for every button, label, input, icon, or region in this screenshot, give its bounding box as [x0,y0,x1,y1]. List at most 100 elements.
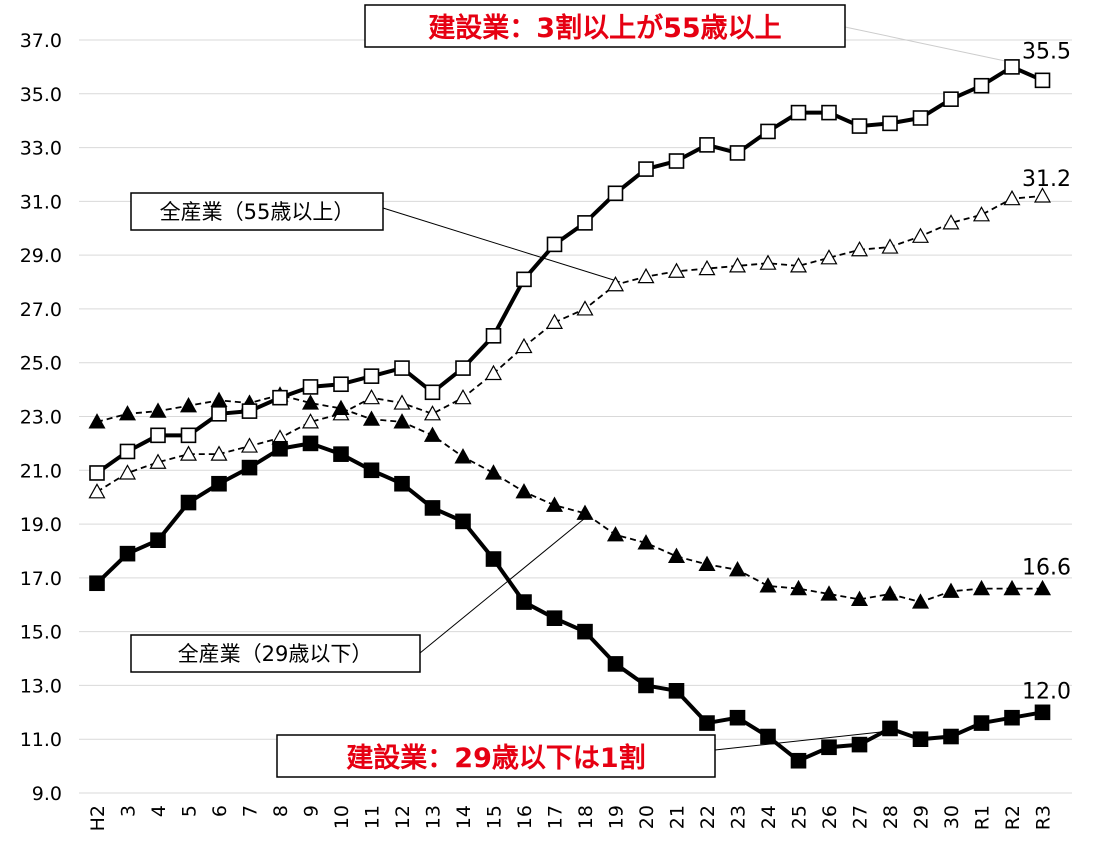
callouts: 建設業：3割以上が55歳以上 全産業（55歳以上） 全産業（29歳以下） 建設業… [130,4,846,778]
point-all_industries_55 [759,254,777,270]
x-tick-label: 21 [667,805,689,829]
point-all_industries_55 [820,249,838,265]
leader-all-29 [419,513,591,654]
leader-all-55 [382,207,621,283]
point-construction_55 [211,406,227,422]
point-construction_55 [424,384,441,401]
point-all_industries_55 [911,227,930,243]
point-all_industries_55 [545,313,564,329]
leader-construction-55 [844,26,1011,63]
point-all_industries_55 [881,238,899,254]
point-all_industries_29 [88,413,106,429]
point-construction_29 [424,500,441,516]
x-tick-label: 4 [148,805,170,817]
point-all_industries_29 [606,526,625,542]
point-construction_55 [638,161,654,177]
point-all_industries_29 [1003,579,1021,596]
y-tick-label: 29.0 [20,245,62,267]
point-all_industries_29 [637,534,655,550]
y-tick-label: 33.0 [20,138,62,160]
point-all_industries_55 [698,259,716,276]
point-all_industries_29 [545,496,564,512]
point-all_industries_55 [1003,189,1021,206]
x-tick-label: 15 [484,805,506,829]
callout-all-55-text: 全産業（55歳以上） [160,200,355,224]
point-construction_29 [363,462,380,479]
end-label-construction_55: 35.5 [1022,39,1071,64]
point-construction_55 [607,185,624,202]
callout-all-55-box [130,192,384,231]
point-all_industries_29 [332,399,350,416]
point-all_industries_55 [1033,187,1052,203]
point-all_industries_29 [850,590,869,606]
end-value-labels: 35.5 31.2 16.6 12.0 [1022,39,1071,704]
point-all_industries_55 [972,206,991,222]
callout-all-29-box [130,634,421,673]
x-tick-label: 16 [514,805,536,829]
point-all_industries_29 [423,426,442,442]
callout-leader-lines [382,26,1011,751]
point-construction_29 [943,728,959,745]
point-all_industries_29 [454,448,472,464]
point-all_industries_55 [484,364,503,381]
point-construction_55 [699,137,715,153]
point-construction_55 [760,123,776,140]
point-construction_29 [455,513,471,530]
x-tick-label: R1 [972,805,994,830]
y-tick-label: 21.0 [20,460,62,482]
point-construction_29 [119,545,136,562]
x-tick-label: 23 [728,805,750,829]
callout-all-55: 全産業（55歳以上） [130,192,384,231]
point-construction_29 [973,715,990,731]
point-all_industries_29 [911,593,930,609]
x-tick-label: 17 [545,805,567,829]
point-construction_55 [1034,72,1051,89]
point-construction_29 [272,440,288,457]
point-all_industries_55 [423,405,442,421]
x-tick-label: 29 [911,805,933,829]
callout-construction-29-text: 建設業：29歳以下は1割 [346,742,645,774]
x-tick-label: 25 [789,805,811,829]
point-construction_29 [577,623,593,640]
point-construction_29 [668,683,685,699]
x-tick-label: 6 [209,805,231,817]
point-all_industries_29 [515,483,533,499]
y-tick-label: 11.0 [20,729,62,751]
x-tick-label: 18 [575,805,597,829]
point-all_industries_29 [759,577,777,593]
y-tick-label: 35.0 [20,84,62,106]
point-all_industries_55 [179,445,198,461]
series-group [88,59,1052,769]
point-all_industries_55 [240,437,259,453]
point-construction_29 [851,736,868,753]
leader-construction-29 [714,730,891,751]
y-tick-label: 17.0 [20,568,62,590]
point-all_industries_55 [393,394,411,410]
point-construction_29 [760,728,776,745]
point-all_industries_55 [606,275,625,292]
y-tick-label: 25.0 [20,353,62,375]
point-all_industries_29 [576,504,594,520]
point-all_industries_29 [881,585,899,601]
point-construction_55 [546,236,563,253]
point-construction_29 [394,475,410,492]
point-construction_29 [882,720,898,737]
x-tick-label: 14 [453,805,475,829]
point-all_industries_29 [393,413,411,429]
point-all_industries_29 [972,579,991,596]
x-tick-label: 20 [636,805,658,829]
x-tick-label: H2 [87,805,109,831]
point-all_industries_29 [149,402,167,418]
point-all_industries_29 [1033,579,1052,596]
x-tick-label: 10 [331,805,353,829]
x-tick-label: R2 [1002,805,1024,830]
callout-construction-55-box [364,4,846,48]
y-tick-label: 27.0 [20,299,62,321]
point-construction_29 [211,475,227,492]
point-construction_29 [1034,704,1051,721]
y-tick-label: 37.0 [20,30,62,52]
callout-construction-55-text: 建設業：3割以上が55歳以上 [428,12,781,44]
point-construction_29 [607,656,624,672]
point-construction_29 [485,551,502,567]
